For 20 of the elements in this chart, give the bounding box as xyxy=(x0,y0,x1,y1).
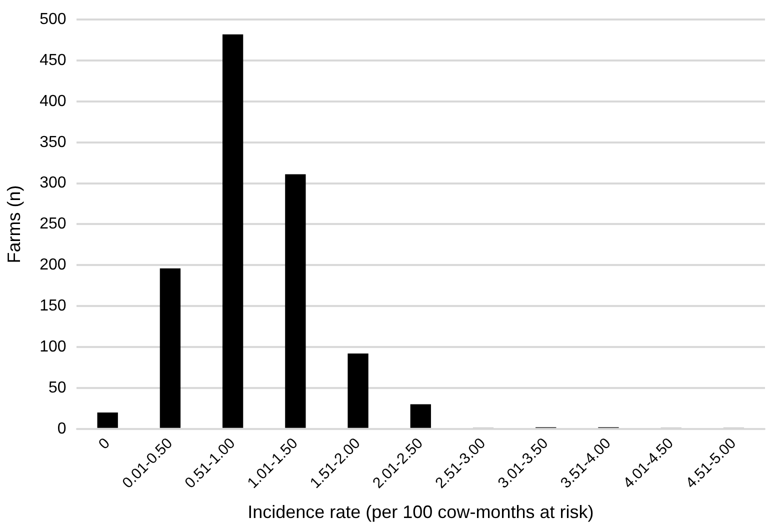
y-tick-label: 100 xyxy=(40,338,66,356)
bar xyxy=(348,354,368,428)
y-tick-label: 400 xyxy=(40,92,66,110)
y-tick-label: 50 xyxy=(48,379,66,396)
y-tick-label: 350 xyxy=(40,134,66,151)
y-tick-label: 250 xyxy=(40,216,66,233)
bar xyxy=(160,268,181,428)
x-tick-label: 0 xyxy=(95,434,114,453)
y-tick-label: 0 xyxy=(57,420,66,438)
y-axis-title: Farms (n) xyxy=(4,185,24,264)
bar xyxy=(410,404,431,428)
y-tick-label: 450 xyxy=(40,52,66,69)
y-tick-label: 200 xyxy=(40,256,66,274)
y-tick-label: 300 xyxy=(40,174,66,192)
bar xyxy=(97,412,118,428)
bar xyxy=(222,34,244,428)
bar xyxy=(285,174,306,428)
y-tick-label: 150 xyxy=(40,297,66,314)
x-axis-title: Incidence rate (per 100 cow-months at risk) xyxy=(248,502,594,522)
y-tick-label: 500 xyxy=(40,11,66,28)
